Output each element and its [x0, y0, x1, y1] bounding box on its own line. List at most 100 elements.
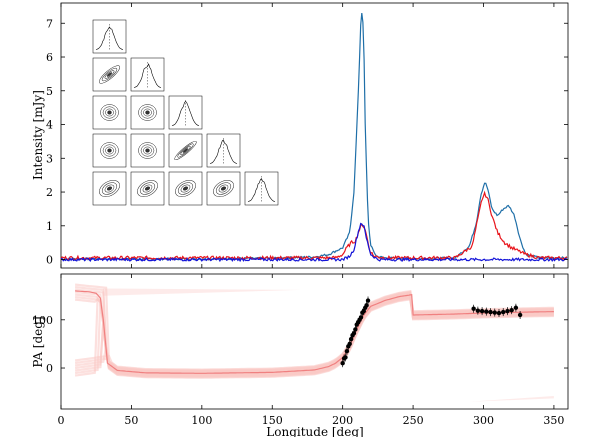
corner-contour	[101, 67, 118, 82]
intensity-y-tick-label: 2	[46, 186, 53, 199]
intensity-panel: 0 1 2 3 4 5 6 7 Intensity [mJy]	[31, 2, 569, 269]
pa-band-curve	[74, 289, 554, 371]
pa-band-curve	[74, 283, 554, 372]
pa-data-point	[513, 305, 519, 310]
pa-band-curve	[74, 291, 554, 375]
pa-data-point	[505, 308, 510, 314]
pa-band-curve	[74, 291, 554, 372]
pa-data-point	[484, 309, 489, 314]
corner-contour	[104, 70, 115, 79]
corner-contour	[218, 184, 229, 193]
pa-data-point	[343, 355, 348, 360]
corner-cell	[168, 133, 203, 168]
corner-cell	[92, 95, 127, 130]
corner-contour	[145, 186, 150, 191]
intensity-y-axis-label: Intensity [mJy]	[31, 90, 45, 180]
pa-data-point	[492, 310, 497, 315]
pa-band-wrap	[469, 395, 554, 402]
corner-contour	[145, 148, 150, 153]
corner-contour	[105, 108, 114, 117]
intensity-y-ticks: 0 1 2 3 4 5 6 7	[46, 17, 568, 267]
corner-contour	[143, 146, 152, 155]
pa-axes-frame	[60, 273, 569, 410]
corner-cell	[168, 171, 203, 206]
pa-data-points	[340, 296, 523, 368]
pa-data-point	[488, 309, 493, 315]
corner-contour	[100, 104, 119, 121]
pa-data-point	[496, 310, 502, 316]
pa-band-curve	[74, 293, 554, 375]
corner-cell	[92, 133, 127, 168]
corner-contour	[180, 146, 191, 155]
pa-x-tick-label: 250	[403, 414, 424, 427]
pa-x-tick-label: 350	[543, 414, 564, 427]
corner-contour	[140, 106, 155, 119]
intensity-y-tick-label: 5	[46, 85, 53, 98]
pa-band-fan	[103, 288, 301, 296]
intensity-y-tick-label: 1	[46, 220, 53, 233]
pa-x-ticks: 0 50 100 150 200 250 300 350	[58, 274, 564, 427]
pa-data-point	[365, 298, 371, 303]
corner-contour	[104, 184, 115, 193]
corner-contour	[102, 106, 117, 119]
corner-contour	[215, 182, 232, 195]
pa-band-curve	[74, 293, 554, 377]
pa-model-uncertainty-band	[74, 283, 554, 402]
corner-plot-inset	[92, 19, 279, 206]
pa-y-ticks: 0 100	[32, 314, 568, 375]
corner-contour	[221, 186, 226, 191]
corner-cell	[130, 171, 165, 206]
pa-x-tick-label: 0	[58, 414, 65, 427]
pa-band-curve	[74, 286, 554, 373]
pa-band-curve	[74, 288, 554, 374]
corner-cell	[244, 171, 279, 206]
corner-contour	[102, 144, 117, 157]
corner-cell	[206, 171, 241, 206]
corner-cell	[168, 95, 203, 130]
intensity-y-tick-label: 4	[46, 119, 53, 132]
pa-data-point	[517, 312, 523, 318]
corner-contour	[177, 143, 194, 158]
intensity-y-tick-label: 7	[46, 17, 53, 30]
intensity-y-tick-label: 0	[46, 254, 53, 267]
corner-contour	[140, 144, 155, 157]
pa-x-axis-label: Longitude [deg]	[266, 425, 363, 437]
corner-contour	[180, 184, 191, 193]
corner-cell	[130, 133, 165, 168]
pa-x-tick-label: 200	[332, 414, 353, 427]
corner-contour	[105, 146, 114, 155]
corner-contour	[106, 72, 113, 77]
corner-contour	[138, 142, 157, 159]
corner-contour	[213, 180, 234, 197]
corner-cell	[92, 171, 127, 206]
corner-contour	[182, 148, 189, 153]
pa-data-point	[471, 306, 476, 311]
pa-data-point	[475, 308, 481, 313]
pa-x-tick-label: 300	[473, 414, 494, 427]
corner-contour	[98, 65, 121, 84]
pa-data-point	[509, 307, 514, 313]
pa-x-tick-label: 100	[191, 414, 212, 427]
corner-histogram	[209, 139, 238, 164]
corner-contour	[145, 110, 150, 115]
intensity-series-2	[60, 222, 568, 263]
corner-contour	[100, 142, 119, 159]
corner-contour	[99, 180, 120, 197]
corner-cell	[130, 95, 165, 130]
corner-histogram	[133, 63, 162, 88]
corner-contour	[107, 110, 112, 115]
intensity-y-tick-label: 3	[46, 152, 53, 165]
intensity-y-tick-label: 6	[46, 51, 53, 64]
corner-contour	[143, 108, 152, 117]
intensity-series	[60, 13, 568, 263]
pa-data-point	[479, 308, 485, 314]
intensity-series-1	[60, 190, 568, 261]
corner-contour	[107, 148, 112, 153]
corner-contour	[175, 180, 196, 197]
pa-y-tick-label: 100	[32, 314, 53, 327]
corner-cell	[92, 19, 127, 54]
pa-band-curve	[74, 292, 554, 374]
intensity-axes-frame	[60, 2, 569, 269]
pa-x-tick-label: 150	[262, 414, 283, 427]
